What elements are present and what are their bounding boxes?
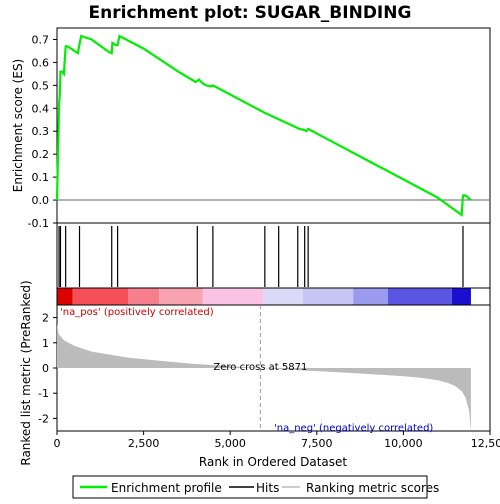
es-y-tick-label: -0.1 — [28, 217, 49, 230]
colorbar-segment — [128, 288, 159, 305]
colorbar-segment — [452, 288, 471, 305]
es-y-tick-label: 0.2 — [32, 148, 50, 161]
legend-ranking-label: Ranking metric scores — [306, 481, 439, 495]
es-y-tick-label: 0.6 — [32, 56, 50, 69]
rank-y-tick-label: -2 — [38, 412, 49, 425]
legend-profile-label: Enrichment profile — [111, 481, 222, 495]
rank-y-ticks: -2 -1 0 1 2 — [38, 312, 57, 426]
es-y-tick-label: 0.4 — [32, 102, 50, 115]
negative-correlation-label: 'na_neg' (negatively correlated) — [274, 423, 433, 434]
colorbar-segment — [263, 288, 303, 305]
colorbar-segment — [303, 288, 353, 305]
rank-y-tick-label: 0 — [42, 362, 49, 375]
es-y-axis-label: Enrichment score (ES) — [11, 59, 25, 192]
hits-frame — [57, 223, 490, 288]
es-plot-frame — [57, 28, 490, 223]
rank-x-tick-label: 0 — [54, 437, 61, 450]
hits-panel — [57, 223, 490, 288]
es-y-ticks: -0.1 0.0 0.1 0.2 0.3 0.4 0.5 0.6 0.7 — [28, 33, 57, 230]
es-y-tick-label: 0.7 — [32, 33, 50, 46]
ranking-metric-panel: Zero cross at 5871 'na_pos' (positively … — [19, 280, 500, 469]
rank-x-tick-label: 2,500 — [128, 437, 160, 450]
colorbar-segment — [73, 288, 128, 305]
rank-x-tick-label: 7,500 — [301, 437, 333, 450]
colorbar-segment — [57, 288, 73, 305]
legend-hits-label: Hits — [256, 481, 279, 495]
colorbar-segment — [388, 288, 452, 305]
rank-x-tick-label: 12,500 — [471, 437, 500, 450]
es-y-tick-label: 0.5 — [32, 79, 50, 92]
zero-cross-label: Zero cross at 5871 — [213, 362, 307, 373]
rank-y-tick-label: -1 — [38, 387, 49, 400]
es-y-tick-label: 0.1 — [32, 171, 50, 184]
colorbar-segment — [159, 288, 202, 305]
legend: Enrichment profile Hits Ranking metric s… — [73, 476, 439, 498]
colorbar-segment — [353, 288, 388, 305]
rank-x-tick-label: 10,000 — [384, 437, 423, 450]
es-y-tick-label: 0.0 — [32, 194, 50, 207]
rank-y-tick-label: 2 — [42, 312, 49, 325]
rank-y-tick-label: 1 — [42, 337, 49, 350]
rank-x-axis-label: Rank in Ordered Dataset — [199, 455, 347, 469]
ranking-colorbar — [57, 288, 490, 305]
enrichment-score-panel: -0.1 0.0 0.1 0.2 0.3 0.4 0.5 0.6 0.7 Enrichment … — [11, 28, 490, 230]
positive-correlation-label: 'na_pos' (positively correlated) — [60, 307, 214, 318]
rank-y-axis-label: Ranked list metric (PreRanked) — [19, 280, 33, 465]
es-y-tick-label: 0.3 — [32, 125, 50, 138]
colorbar-segment — [202, 288, 263, 305]
chart-title: Enrichment plot: SUGAR_BINDING — [89, 3, 412, 23]
rank-x-tick-label: 5,000 — [214, 437, 246, 450]
